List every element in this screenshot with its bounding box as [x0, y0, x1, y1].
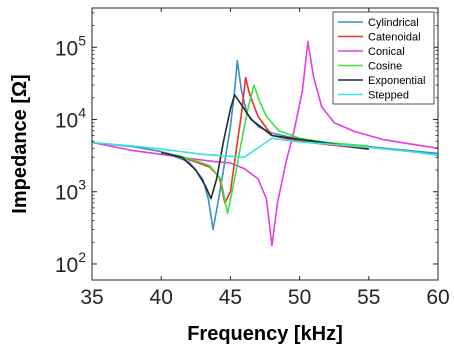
- x-tick-label: 40: [150, 286, 173, 309]
- legend-label-0: Cylindrical: [368, 17, 419, 29]
- x-tick-label: 35: [80, 286, 103, 309]
- legend-box: [332, 11, 435, 105]
- x-tick-label: 45: [219, 286, 242, 309]
- x-axis-title: Frequency [kHz]: [187, 323, 343, 345]
- x-tick-label: 50: [288, 286, 311, 309]
- y-tick-label: 102: [55, 249, 86, 277]
- y-axis: 102 103 104 105: [55, 12, 438, 277]
- x-tick-label: 60: [426, 286, 449, 309]
- plot-frame: [91, 7, 439, 281]
- legend-label-1: Catenoidal: [368, 32, 421, 44]
- series-layer: [91, 40, 439, 247]
- y-tick-label: 105: [55, 32, 86, 60]
- x-axis: 35 40 45 50 55 60: [80, 8, 450, 309]
- y-tick-label: 104: [55, 105, 86, 133]
- y-tick-label: 103: [55, 177, 86, 205]
- legend-label-4: Exponential: [368, 75, 426, 87]
- series-line-3: [161, 84, 369, 215]
- series-line-5: [91, 137, 439, 159]
- y-axis-title: Impedance [Ω]: [9, 74, 31, 213]
- x-tick-label: 55: [357, 286, 380, 309]
- legend-label-5: Stepped: [368, 90, 409, 102]
- legend-label-3: Cosine: [368, 61, 402, 73]
- legend: Cylindrical Catenoidal Conical Cosine Expone…: [332, 11, 435, 105]
- series-line-2: [91, 40, 439, 247]
- series-line-4: [161, 94, 369, 200]
- legend-label-2: Conical: [368, 46, 405, 58]
